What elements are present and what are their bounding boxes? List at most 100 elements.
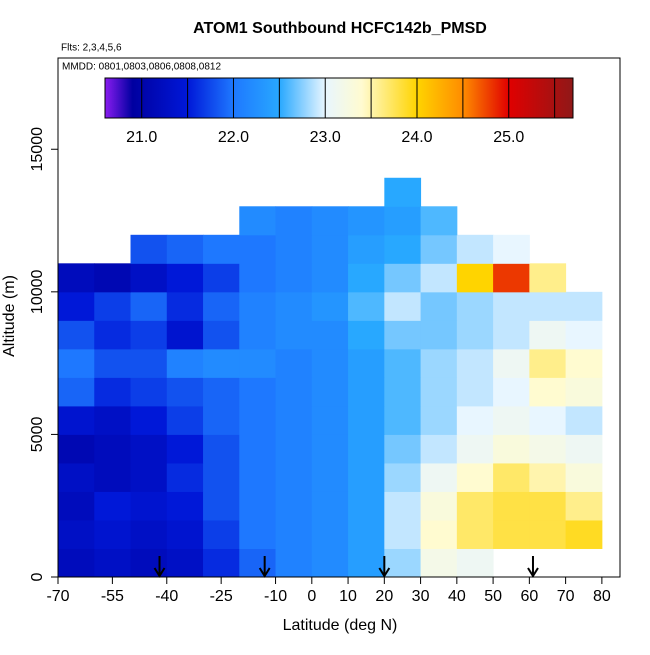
heatmap-cell bbox=[130, 348, 168, 378]
heatmap-cell bbox=[311, 206, 349, 236]
heatmap-cell bbox=[420, 206, 458, 236]
heatmap-cell bbox=[384, 320, 422, 350]
heatmap-cell bbox=[130, 491, 168, 521]
heatmap-cell bbox=[384, 348, 422, 378]
heatmap-cell bbox=[420, 462, 458, 492]
heatmap-cell bbox=[493, 462, 530, 492]
heatmap-cell bbox=[456, 234, 494, 264]
heatmap-cell bbox=[348, 291, 385, 321]
heatmap-cell bbox=[275, 234, 313, 264]
y-tick-label: 10000 bbox=[29, 269, 46, 314]
arrow bbox=[527, 556, 539, 578]
heatmap-cell bbox=[58, 320, 95, 350]
heatmap-cell bbox=[493, 405, 530, 435]
colorbar-tick-label: 22.0 bbox=[218, 129, 249, 146]
heatmap-cell bbox=[58, 462, 95, 492]
heatmap-cell bbox=[130, 434, 168, 464]
x-tick-label: 20 bbox=[375, 588, 393, 605]
heatmap-cell bbox=[203, 234, 240, 264]
heatmap-cell bbox=[348, 320, 385, 350]
arrow-head bbox=[378, 567, 391, 578]
x-tick-label: 40 bbox=[448, 588, 466, 605]
heatmap-cell bbox=[529, 377, 567, 407]
x-tick-label: 0 bbox=[307, 588, 316, 605]
heatmap-cell bbox=[94, 519, 132, 549]
heatmap-cell bbox=[348, 348, 385, 378]
heatmap-cell bbox=[456, 263, 494, 293]
heatmap-cell bbox=[565, 291, 603, 321]
heatmap-cell bbox=[275, 348, 313, 378]
heatmap-cell bbox=[348, 234, 385, 264]
x-tick-label: -25 bbox=[210, 588, 233, 605]
heatmap-cell bbox=[493, 234, 530, 264]
heatmap-cell bbox=[94, 462, 132, 492]
heatmap-cell bbox=[166, 291, 204, 321]
heatmap-cell bbox=[58, 434, 95, 464]
heatmap-cell bbox=[166, 434, 204, 464]
heatmap-cell bbox=[130, 291, 168, 321]
x-tick-label: 30 bbox=[412, 588, 430, 605]
heatmap-cell bbox=[166, 519, 204, 549]
heatmap-cell bbox=[94, 348, 132, 378]
heatmap-cell bbox=[456, 434, 494, 464]
heatmap-cell bbox=[94, 320, 132, 350]
arrow bbox=[153, 556, 166, 578]
heatmap-cell bbox=[493, 263, 530, 293]
heatmap-cell bbox=[311, 462, 349, 492]
heatmap-cell bbox=[384, 377, 422, 407]
heatmap-cell bbox=[203, 491, 240, 521]
heatmap-cell bbox=[239, 519, 277, 549]
heatmap-cell bbox=[529, 405, 567, 435]
heatmap-cell bbox=[239, 206, 277, 236]
heatmap-cell bbox=[456, 291, 494, 321]
heatmap-cell bbox=[94, 491, 132, 521]
heatmap-cell bbox=[58, 519, 95, 549]
heatmap-cell bbox=[529, 348, 567, 378]
x-tick-label: 50 bbox=[484, 588, 502, 605]
heatmap-cell bbox=[203, 519, 240, 549]
heatmap-cell bbox=[311, 377, 349, 407]
heatmap-cell bbox=[311, 519, 349, 549]
heatmap-cell bbox=[94, 263, 132, 293]
heatmap-cell bbox=[239, 434, 277, 464]
heatmap-cell bbox=[565, 519, 603, 549]
heatmap-cell bbox=[166, 548, 204, 578]
heatmap-cell bbox=[275, 377, 313, 407]
heatmap-cell bbox=[275, 519, 313, 549]
heatmap-cell bbox=[529, 291, 567, 321]
heatmap-cell bbox=[275, 405, 313, 435]
heatmap-cell bbox=[130, 377, 168, 407]
heatmap-cell bbox=[275, 291, 313, 321]
heatmap-cell bbox=[239, 462, 277, 492]
heatmap-cell bbox=[311, 234, 349, 264]
heatmap-cell bbox=[384, 291, 422, 321]
heatmap-cell bbox=[275, 491, 313, 521]
y-tick-label: 15000 bbox=[29, 127, 46, 172]
heatmap-cell bbox=[384, 434, 422, 464]
heatmap-cell bbox=[58, 348, 95, 378]
x-axis-title: Latitude (deg N) bbox=[283, 617, 398, 634]
heatmap-cell bbox=[239, 348, 277, 378]
heatmap-cell bbox=[493, 377, 530, 407]
heatmap-cell bbox=[203, 405, 240, 435]
heatmap-cell bbox=[239, 263, 277, 293]
heatmap-cell bbox=[275, 548, 313, 578]
subtitle: Flts: 2,3,4,5,6 bbox=[61, 43, 122, 54]
heatmap-cell bbox=[94, 405, 132, 435]
chart-title: ATOM1 Southbound HCFC142b_PMSD bbox=[193, 20, 487, 37]
heatmap-cell bbox=[58, 405, 95, 435]
heatmap-cell bbox=[203, 320, 240, 350]
heatmap-cell bbox=[275, 320, 313, 350]
heatmap-cell bbox=[166, 377, 204, 407]
heatmap-cell bbox=[203, 434, 240, 464]
heatmap-cell bbox=[239, 320, 277, 350]
heatmap-cell bbox=[58, 491, 95, 521]
heatmap-cell bbox=[311, 263, 349, 293]
heatmap-cell bbox=[493, 491, 530, 521]
heatmap-cell bbox=[94, 548, 132, 578]
heatmap-cell bbox=[565, 348, 603, 378]
x-tick-label: 10 bbox=[339, 588, 357, 605]
colorbar-tick-label: 23.0 bbox=[310, 129, 341, 146]
x-tick-label: 80 bbox=[593, 588, 611, 605]
heatmap-cell bbox=[311, 434, 349, 464]
